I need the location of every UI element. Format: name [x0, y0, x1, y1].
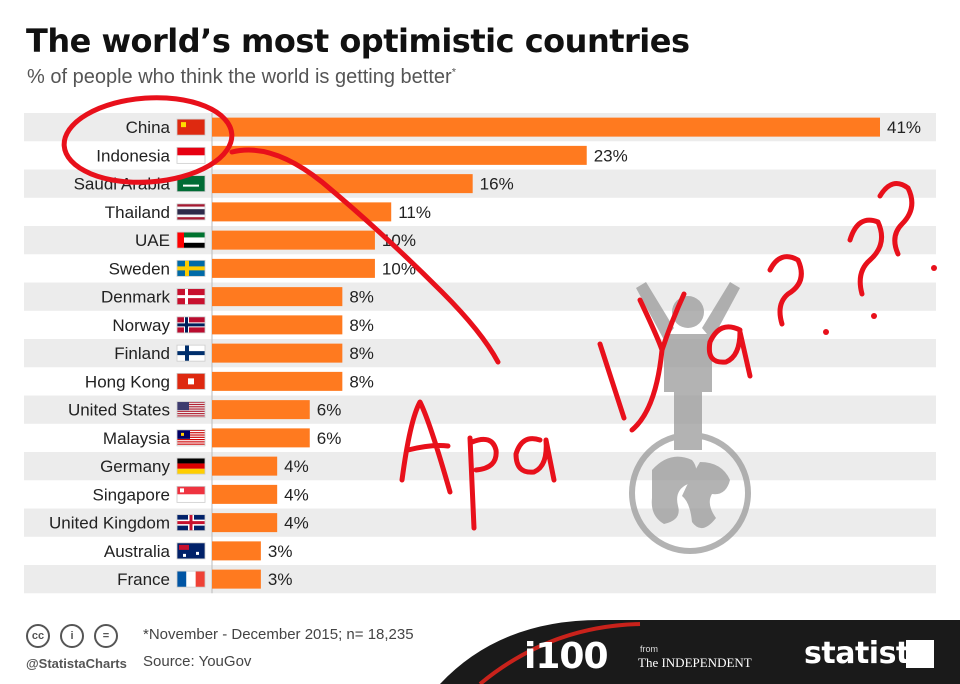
data-label: 41% — [887, 118, 921, 137]
hong-kong-flag-icon — [176, 372, 206, 390]
bar — [212, 258, 375, 278]
category-label: Sweden — [109, 259, 170, 278]
data-label: 3% — [268, 570, 293, 589]
category-label: Denmark — [101, 288, 170, 307]
bar — [212, 230, 375, 250]
category-label: Malaysia — [103, 429, 171, 448]
subtitle-text: % of people who think the world is getti… — [27, 66, 452, 88]
data-label: 8% — [349, 344, 374, 363]
data-label: 3% — [268, 542, 293, 561]
germany-flag-icon — [176, 457, 206, 475]
data-label: 10% — [382, 259, 416, 278]
statista-mark-icon — [906, 640, 934, 668]
saudi-arabia-flag-icon — [176, 175, 206, 193]
malaysia-flag-icon — [176, 429, 206, 447]
category-label: United States — [68, 401, 170, 420]
category-label: Saudi Arabia — [74, 175, 171, 194]
data-label: 8% — [349, 316, 374, 335]
bar — [212, 371, 343, 391]
row-stripe — [24, 565, 936, 594]
data-label: 6% — [317, 429, 342, 448]
category-label: Singapore — [92, 485, 170, 504]
bar — [212, 428, 310, 448]
france-flag-icon — [176, 570, 206, 588]
denmark-flag-icon — [176, 288, 206, 306]
independent-from-label: from — [640, 644, 658, 654]
category-label: Germany — [100, 457, 170, 476]
australia-flag-icon — [176, 542, 206, 560]
data-label: 8% — [349, 372, 374, 391]
indonesia-flag-icon — [176, 146, 206, 164]
category-label: China — [126, 118, 171, 137]
category-label: Thailand — [105, 203, 170, 222]
bar — [212, 145, 587, 165]
subtitle-footnote-mark: * — [451, 66, 456, 79]
cc-license-icon: cc — [26, 624, 50, 648]
no-derivatives-icon: = — [94, 624, 118, 648]
bar — [212, 400, 310, 420]
finland-flag-icon — [176, 344, 206, 362]
row-stripe — [24, 395, 936, 424]
bar — [212, 315, 343, 335]
attribution-icon: i — [60, 624, 84, 648]
category-label: Hong Kong — [85, 372, 170, 391]
china-flag-icon — [176, 118, 206, 136]
category-label: UAE — [135, 231, 170, 250]
data-label: 4% — [284, 514, 309, 533]
uae-flag-icon — [176, 231, 206, 249]
independent-logo: The INDEPENDENT — [638, 655, 752, 670]
data-label: 6% — [317, 401, 342, 420]
bar — [212, 569, 261, 589]
united-states-flag-icon — [176, 401, 206, 419]
bar — [212, 456, 278, 476]
data-label: 16% — [480, 175, 514, 194]
i100-logo: i100 — [524, 636, 608, 677]
category-label: Australia — [104, 542, 171, 561]
statista-handle: @StatistaCharts — [26, 656, 127, 671]
bar — [212, 541, 261, 561]
norway-flag-icon — [176, 316, 206, 334]
bar — [212, 513, 278, 533]
bar — [212, 484, 278, 504]
bar — [212, 287, 343, 307]
sweden-flag-icon — [176, 259, 206, 277]
singapore-flag-icon — [176, 485, 206, 503]
data-label: 11% — [398, 203, 431, 222]
data-label: 4% — [284, 485, 309, 504]
bar — [212, 174, 473, 194]
thailand-flag-icon — [176, 203, 206, 221]
chart-title: The world’s most optimistic countries — [26, 22, 690, 60]
bar — [212, 343, 343, 363]
category-label: France — [117, 570, 170, 589]
bar — [212, 202, 392, 222]
category-label: Norway — [112, 316, 170, 335]
footer-brand-band — [440, 620, 960, 684]
data-label: 10% — [382, 231, 416, 250]
data-label: 23% — [594, 146, 628, 165]
data-label: 4% — [284, 457, 309, 476]
united-kingdom-flag-icon — [176, 514, 206, 532]
source-note: Source: YouGov — [143, 653, 252, 670]
data-label: 8% — [349, 288, 374, 307]
bar — [212, 117, 880, 137]
category-label: Finland — [114, 344, 170, 363]
category-label: United Kingdom — [49, 514, 170, 533]
bar-chart: China 41% Indonesia 23% Saudi Arabia 16% Thail… — [24, 113, 936, 594]
category-label: Indonesia — [96, 146, 170, 165]
chart-subtitle: % of people who think the world is getti… — [27, 66, 456, 89]
footnote: *November - December 2015; n= 18,235 — [143, 626, 414, 643]
